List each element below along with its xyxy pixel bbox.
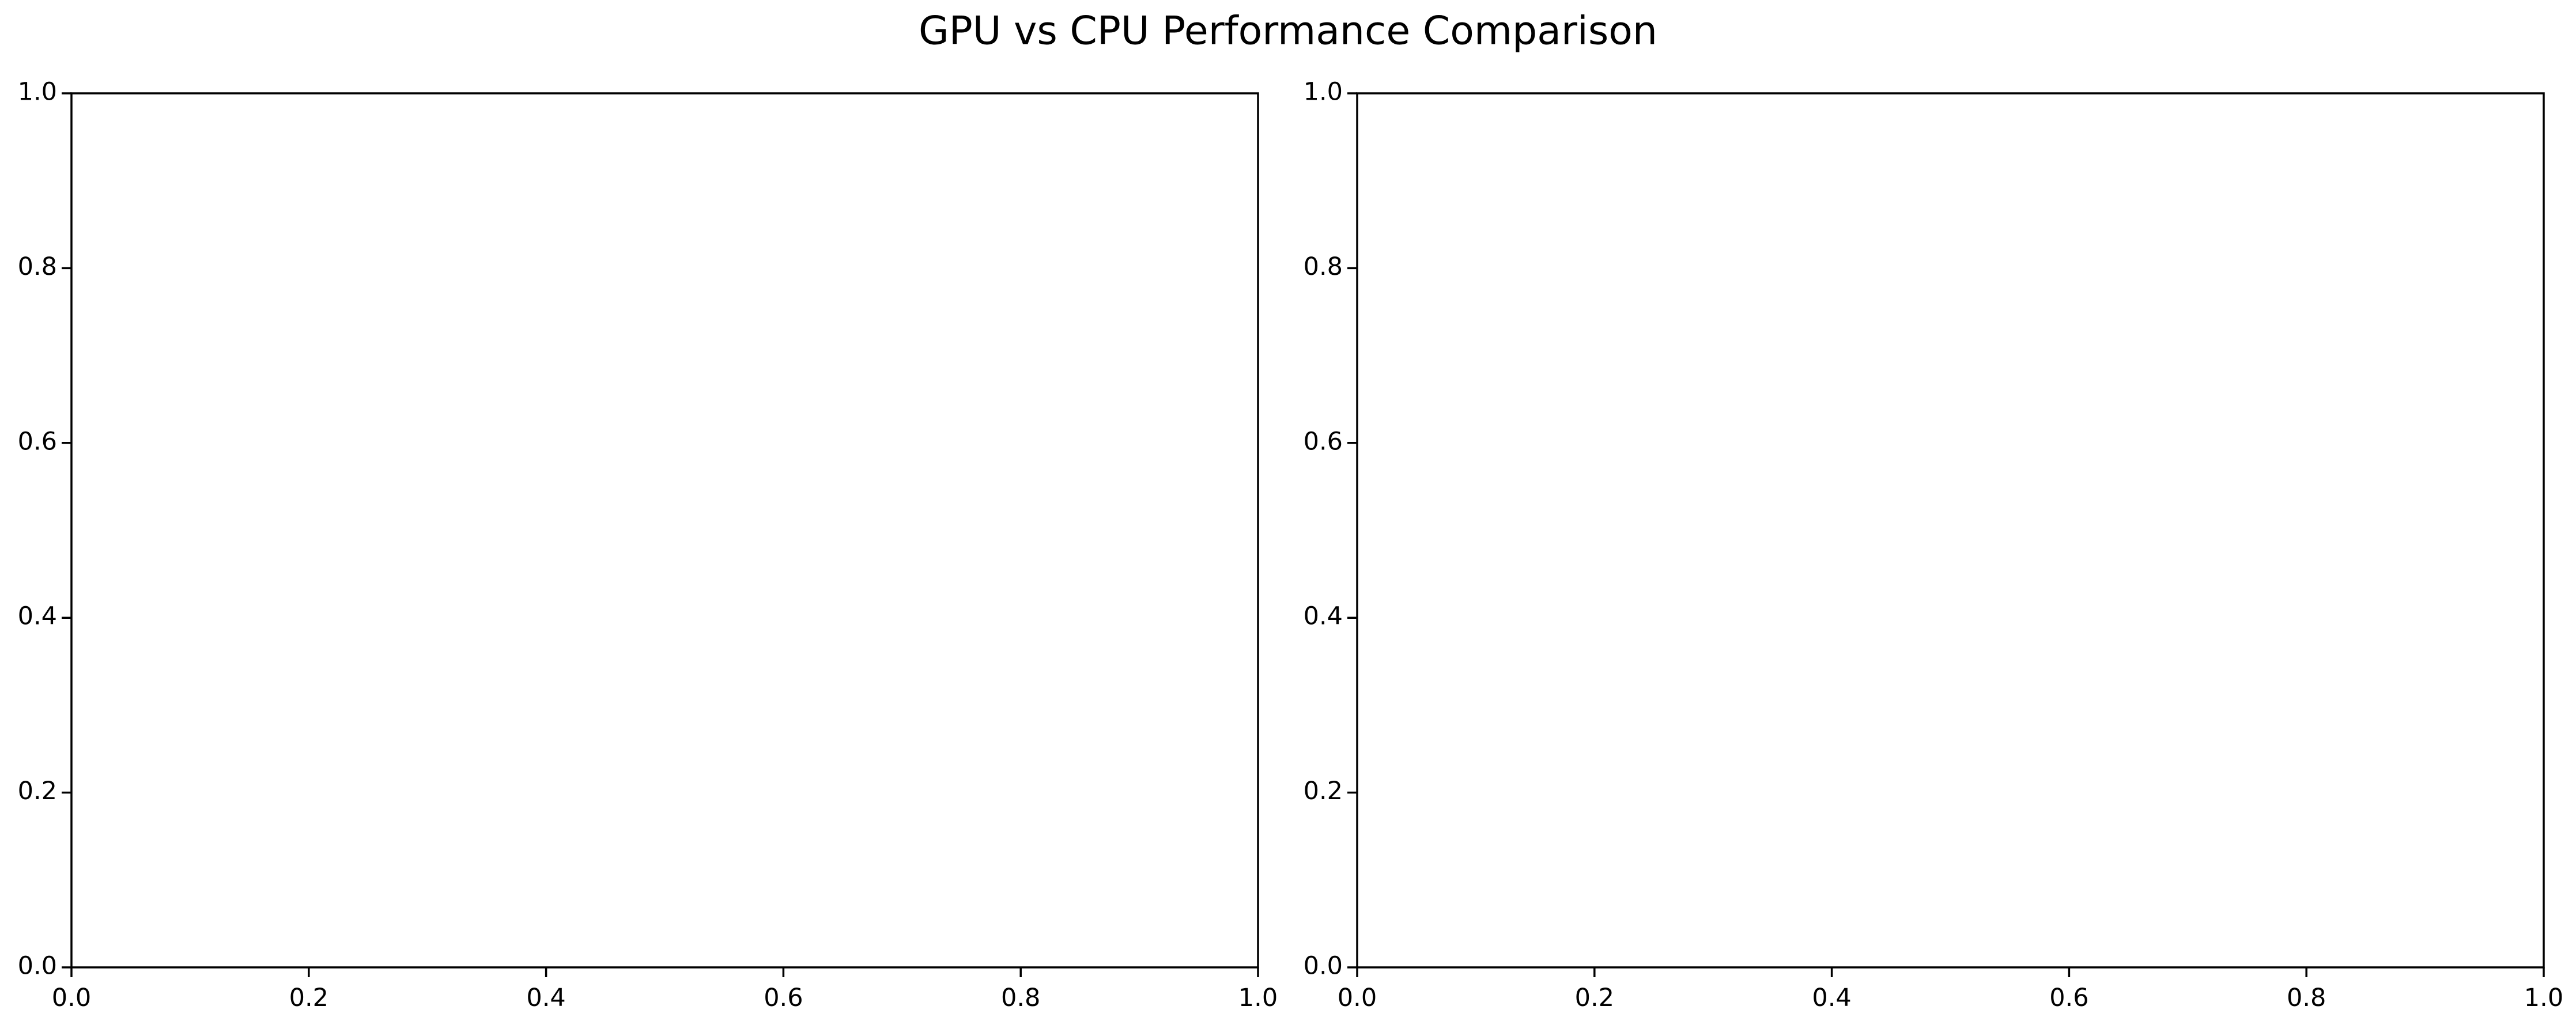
right-x-tick-label: 0.4	[1812, 984, 1851, 1012]
left-x-tick-label: 0.2	[289, 984, 328, 1012]
right-axes-frame	[1357, 93, 2544, 967]
right-x-tick-label: 1.0	[2524, 984, 2563, 1012]
right-y-tick-label: 0.8	[1304, 252, 1343, 281]
left-y-tick-label: 0.8	[18, 252, 57, 281]
left-x-tick-label: 0.0	[52, 984, 91, 1012]
left-axes-frame	[71, 93, 1258, 967]
right-y-tick-label: 0.6	[1304, 427, 1343, 456]
right-axes: 0.0 0.2 0.4 0.6 0.8 1.0 0.0 0.2 0.4 0.6 0.8 1.0	[1304, 78, 2564, 1013]
left-x-tick-label: 0.6	[764, 984, 803, 1012]
left-y-tick-label: 1.0	[18, 78, 57, 107]
right-y-tick-label: 0.2	[1304, 777, 1343, 805]
right-x-tick-label: 0.0	[1338, 984, 1377, 1012]
left-y-tick-label: 0.6	[18, 427, 57, 456]
right-y-tick-label: 0.0	[1304, 952, 1343, 981]
right-y-tick-label: 0.4	[1304, 602, 1343, 631]
left-y-tick-label: 0.2	[18, 777, 57, 805]
left-axes: 0.0 0.2 0.4 0.6 0.8 1.0 0.0 0.2 0.4 0.6 0.8 1.0	[18, 78, 1278, 1013]
right-y-tick-label: 1.0	[1304, 78, 1343, 107]
right-x-tick-label: 0.6	[2049, 984, 2088, 1012]
left-x-tick-label: 0.4	[526, 984, 565, 1012]
left-x-tick-label: 1.0	[1238, 984, 1278, 1012]
left-x-tick-label: 0.8	[1001, 984, 1040, 1012]
chart-title: GPU vs CPU Performance Comparison	[919, 9, 1657, 54]
left-y-tick-label: 0.0	[18, 952, 57, 981]
right-x-tick-label: 0.2	[1575, 984, 1614, 1012]
left-y-tick-label: 0.4	[18, 602, 57, 631]
right-x-tick-label: 0.8	[2287, 984, 2326, 1012]
